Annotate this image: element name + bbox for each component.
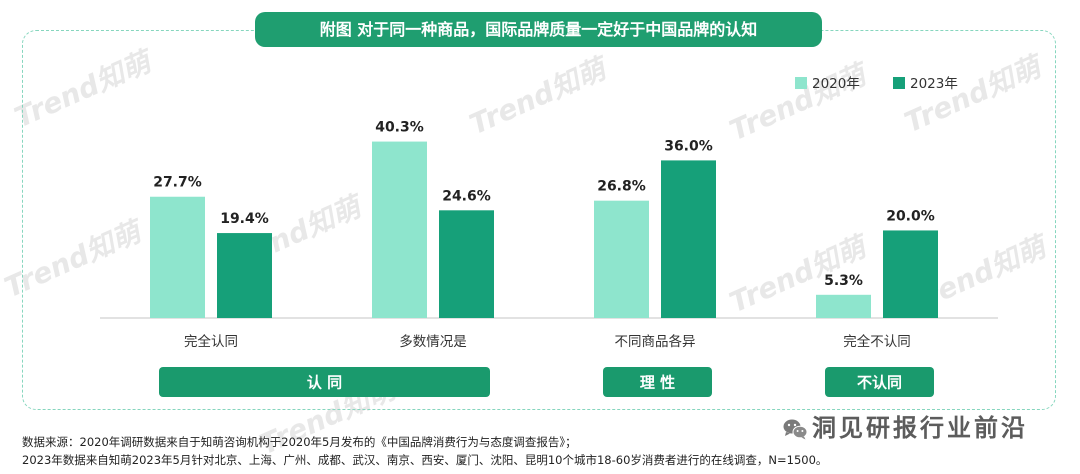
- bar-series2-category4: [883, 230, 938, 318]
- category-label-4: 完全不认同: [843, 333, 911, 350]
- chart-title: 附图 对于同一种商品，国际品牌质量一定好于中国品牌的认知: [255, 12, 822, 47]
- bar-series2-category2: [439, 210, 494, 318]
- group-pill-1: [159, 367, 490, 397]
- source-note-line-1: 数据来源：2020年调研数据来自于知萌咨询机构于2020年5月发布的《中国品牌消…: [22, 435, 577, 449]
- group-label-3: 不认同: [857, 374, 902, 392]
- category-label-2: 多数情况是: [399, 333, 467, 350]
- data-label-series1-category1: 27.7%: [153, 175, 202, 191]
- group-label-1: 认 同: [307, 374, 342, 392]
- bar-series1-category3: [594, 200, 649, 318]
- data-label-series2-category4: 20.0%: [886, 208, 935, 224]
- category-label-1: 完全认同: [184, 333, 238, 350]
- legend-swatch-series1: [795, 77, 807, 89]
- bar-series1-category4: [816, 294, 871, 318]
- wechat-icon: [782, 418, 808, 440]
- data-label-series1-category2: 40.3%: [375, 120, 424, 136]
- group-pill-3: [825, 367, 934, 397]
- legend-label-series1: 2020年: [812, 76, 860, 92]
- data-label-series2-category1: 19.4%: [220, 211, 269, 227]
- data-label-series2-category2: 24.6%: [442, 188, 491, 204]
- source-note-line-2: 2023年数据来自知萌2023年5月针对北京、上海、广州、成都、武汉、南京、西安…: [22, 453, 828, 467]
- bar-series1-category2: [372, 141, 427, 318]
- bar-series2-category1: [217, 233, 272, 318]
- group-label-2: 理 性: [640, 374, 675, 392]
- data-label-series1-category3: 26.8%: [597, 179, 646, 195]
- data-label-series2-category3: 36.0%: [664, 138, 713, 154]
- bar-series2-category3: [661, 160, 716, 318]
- legend-label-series2: 2023年: [910, 76, 958, 92]
- legend-swatch-series2: [893, 77, 905, 89]
- data-label-series1-category4: 5.3%: [824, 273, 863, 289]
- category-label-3: 不同商品各异: [615, 334, 696, 350]
- group-pill-2: [603, 367, 712, 397]
- bar-series1-category1: [150, 196, 205, 318]
- account-watermark: 洞见研报行业前沿: [812, 414, 1028, 442]
